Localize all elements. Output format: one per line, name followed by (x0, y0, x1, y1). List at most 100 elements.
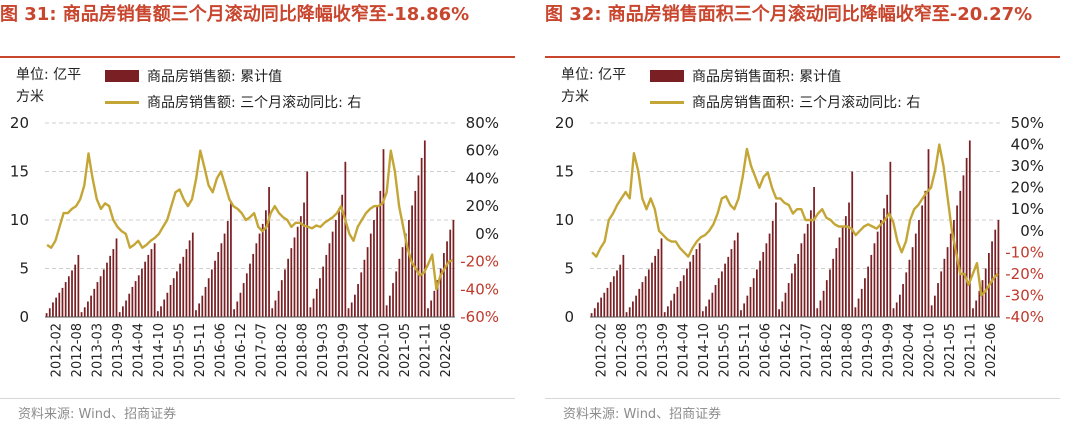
bar (908, 259, 911, 317)
x-tick-label: 2021-05 (398, 323, 413, 377)
bar (198, 303, 201, 317)
bar (841, 226, 844, 317)
bar (77, 254, 80, 317)
bar (873, 243, 876, 317)
bar (927, 149, 930, 317)
bar (632, 301, 634, 317)
source-divider (545, 398, 1060, 399)
x-tick-label: 2019-09 (336, 323, 351, 377)
bar (937, 283, 939, 317)
bar (398, 258, 401, 317)
x-tick-label: 2012-08 (615, 323, 630, 377)
bar (315, 288, 318, 317)
x-tick-label: 2016-12 (234, 323, 249, 377)
bar (443, 252, 445, 317)
bar (800, 243, 803, 317)
bar (414, 190, 417, 317)
bar (80, 312, 83, 317)
legend-bar-swatch (650, 70, 684, 82)
bar (144, 261, 146, 317)
y-right-tick-label: 20% (466, 197, 499, 215)
bar (423, 140, 426, 317)
bar (169, 284, 172, 317)
x-tick-label: 2019-03 (861, 323, 876, 377)
bar (226, 220, 229, 317)
bar (427, 308, 429, 317)
bar (946, 247, 949, 317)
x-tick-label: 2021-11 (418, 323, 433, 377)
bar (768, 233, 771, 317)
bar (408, 220, 410, 317)
bar (854, 307, 857, 317)
bar (790, 273, 793, 317)
x-tick-label: 2019-09 (881, 323, 896, 377)
y-right-tick-label: 50% (1011, 114, 1044, 132)
bar (87, 301, 89, 317)
legend-bar-label: 商品房销售面积: 累计值 (692, 69, 842, 85)
bar (280, 280, 283, 317)
x-tick-label: 2018-08 (295, 323, 310, 377)
bar (255, 243, 258, 317)
bar (287, 258, 290, 317)
bar (45, 313, 48, 317)
bar (730, 249, 733, 317)
bar (239, 292, 242, 317)
legend-item-bar: 商品房销售面积: 累计值 (650, 63, 920, 89)
y-right-tick-label: -10% (1005, 243, 1044, 261)
x-tick-label: 2018-08 (840, 323, 855, 377)
bar (115, 238, 118, 317)
legend-line-label: 商品房销售额: 三个月滚动同比: 右 (147, 95, 362, 111)
bar (727, 256, 730, 317)
bar (654, 255, 657, 317)
bar (949, 233, 952, 317)
x-tick-label: 2014-04 (676, 323, 691, 377)
bar (705, 306, 707, 317)
bar (299, 216, 302, 317)
bar (857, 298, 860, 317)
x-tick-label: 2016-06 (758, 323, 773, 377)
bar (290, 248, 293, 317)
bar (628, 307, 631, 317)
legend-line-label: 商品房销售面积: 三个月滚动同比: 右 (692, 95, 921, 111)
bar (743, 303, 746, 317)
source-divider (0, 398, 515, 399)
bar (55, 297, 57, 317)
bar (382, 149, 385, 317)
bar (918, 220, 920, 317)
bar (899, 294, 901, 317)
bar (914, 233, 917, 317)
y-right-tick-label: 20% (1011, 179, 1044, 197)
x-tick-label: 2013-03 (635, 323, 650, 377)
bar (379, 190, 382, 317)
bar (968, 140, 971, 317)
bar (609, 282, 612, 317)
bar (160, 306, 162, 317)
y-right-tick-label: -40% (1005, 308, 1044, 326)
bar (755, 269, 758, 317)
bar (733, 240, 736, 317)
bar (902, 284, 904, 317)
bar (616, 270, 618, 317)
x-tick-label: 2015-05 (172, 323, 187, 377)
bar (268, 187, 270, 317)
bar (660, 238, 663, 317)
bar (265, 210, 267, 317)
bar (864, 278, 866, 317)
bar (984, 268, 987, 317)
bar (848, 202, 850, 317)
bar (813, 187, 815, 317)
bar (176, 271, 178, 317)
x-tick-label: 2015-05 (717, 323, 732, 377)
bar (179, 263, 181, 317)
bar (981, 280, 984, 317)
bar (430, 300, 433, 317)
y-right-tick-label: 40% (1011, 136, 1044, 154)
bar (930, 305, 933, 317)
bar (242, 283, 245, 317)
bar (879, 220, 882, 317)
bar (64, 282, 67, 317)
bar (58, 292, 61, 317)
bar (439, 268, 442, 317)
bar (71, 270, 73, 317)
bar (99, 276, 102, 317)
